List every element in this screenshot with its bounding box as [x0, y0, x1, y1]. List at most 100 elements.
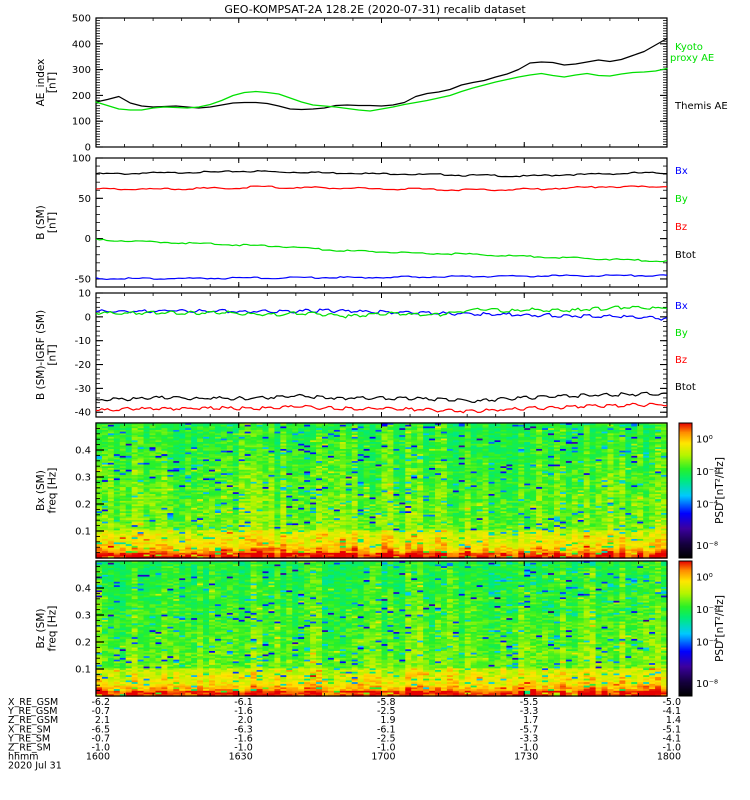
- bx-spectrogram-cell: [101, 448, 109, 452]
- bx-spectrogram-cell: [274, 487, 281, 490]
- bx-spectrogram-cell: [280, 471, 287, 474]
- bx-spectrogram-cell: [351, 464, 359, 467]
- bx-spectrogram-cell: [185, 526, 192, 530]
- bx-spectrogram-cell: [250, 551, 258, 554]
- bx-spectrogram-cell: [191, 483, 198, 486]
- bx-spectrogram-cell: [191, 516, 198, 519]
- bx-spectrogram-cell: [333, 483, 341, 486]
- bx-spectrogram-cell: [339, 423, 347, 426]
- bx-spectrogram-cell: [143, 428, 151, 431]
- bx-spectrogram-cell: [316, 464, 323, 467]
- bx-spectrogram-cell: [131, 429, 139, 433]
- bx-spectrogram-cell: [286, 532, 293, 535]
- bx-spectrogram-cell: [274, 530, 281, 533]
- bx-spectrogram-cell: [310, 532, 317, 535]
- bx-spectrogram-cell: [357, 513, 365, 516]
- bx-spectrogram-cell: [333, 424, 341, 428]
- bx-spectrogram-cell: [101, 547, 109, 550]
- bx-spectrogram-cell: [256, 478, 264, 481]
- bx-spectrogram-cell: [310, 429, 317, 433]
- bx-spectrogram-cell: [226, 488, 234, 492]
- bx-spectrogram-cell: [107, 466, 115, 469]
- bx-spectrogram-cell: [113, 514, 121, 518]
- bx-spectrogram-cell: [339, 519, 347, 523]
- bx-spectrogram-cell: [298, 433, 305, 436]
- bx-spectrogram-cell: [161, 473, 168, 476]
- bx-spectrogram-cell: [357, 454, 365, 457]
- bx-spectrogram-cell: [220, 457, 228, 460]
- bx-spectrogram-cell: [232, 495, 240, 499]
- bx-spectrogram-cell: [327, 424, 335, 428]
- bx-spectrogram-cell: [125, 438, 133, 441]
- bx-spectrogram-cell: [101, 440, 109, 443]
- bx-spectrogram-cell: [316, 507, 323, 511]
- bx-spectrogram-cell: [322, 502, 329, 505]
- b-sm-minus-igrf-series-btot: [95, 391, 668, 403]
- bx-spectrogram-cell: [286, 528, 293, 531]
- bx-spectrogram-cell: [351, 497, 359, 500]
- bx-spectrogram-cell: [238, 481, 246, 485]
- bx-spectrogram-cell: [131, 433, 139, 436]
- bx-spectrogram-cell: [161, 511, 168, 514]
- bx-spectrogram-cell: [137, 426, 145, 429]
- bx-spectrogram-cell: [137, 459, 145, 462]
- bx-spectrogram-cell: [113, 549, 121, 552]
- bx-spectrogram-cell: [304, 483, 311, 486]
- bx-spectrogram-cell: [351, 542, 359, 545]
- bx-spectrogram-cell: [327, 455, 335, 459]
- bx-spectrogram-cell: [131, 459, 139, 462]
- bx-spectrogram-cell: [185, 457, 192, 460]
- bx-spectrogram-cell: [262, 476, 270, 479]
- bx-spectrogram-cell: [238, 436, 246, 440]
- bx-spectrogram-cell: [209, 521, 216, 524]
- bx-spectrogram-cell: [274, 538, 281, 542]
- bx-spectrogram-cell: [274, 454, 281, 457]
- bx-spectrogram-cell: [113, 433, 121, 436]
- bx-spectrogram-cell: [268, 424, 276, 428]
- bx-spectrogram-cell: [304, 554, 311, 557]
- bx-spectrogram-cell: [339, 468, 347, 471]
- bx-spectrogram-cell: [191, 468, 198, 471]
- bx-spectrogram-cell: [191, 423, 198, 426]
- bx-spectrogram-cell: [310, 514, 317, 518]
- bx-spectrogram-cell: [274, 435, 281, 438]
- bx-spectrogram-cell: [351, 454, 359, 457]
- bx-spectrogram-cell: [226, 518, 234, 521]
- bx-spectrogram-cell: [119, 428, 127, 431]
- bx-spectrogram-cell: [203, 530, 210, 533]
- bx-spectrogram-cell: [161, 457, 168, 460]
- bx-spectrogram-cell: [280, 533, 287, 537]
- bx-spectrogram-cell: [286, 487, 293, 490]
- bx-spectrogram-cell: [244, 525, 252, 528]
- bx-spectrogram-cell: [363, 442, 371, 445]
- bx-spectrogram-cell: [167, 542, 174, 545]
- bx-spectrogram-cell: [119, 433, 127, 436]
- bx-spectrogram-cell: [107, 511, 115, 514]
- bx-spectrogram-cell: [179, 480, 186, 483]
- bx-spectrogram-cell: [96, 457, 103, 460]
- bx-spectrogram-cell: [262, 464, 270, 467]
- bx-spectrogram-cell: [292, 455, 299, 459]
- bx-spectrogram-cell: [161, 452, 168, 455]
- bx-spectrogram-cell: [351, 549, 359, 552]
- bx-spectrogram-cell: [286, 473, 293, 476]
- bx-spectrogram-cell: [339, 431, 347, 434]
- bx-spectrogram-cell: [345, 423, 353, 426]
- bx-spectrogram-cell: [274, 448, 281, 452]
- bx-spectrogram-cell: [125, 466, 133, 469]
- bx-spectrogram-cell: [101, 542, 109, 545]
- bx-spectrogram-cell: [232, 497, 240, 500]
- bx-spectrogram-cell: [131, 443, 139, 447]
- bx-spectrogram-cell: [214, 509, 222, 512]
- bx-spectrogram-cell: [292, 468, 299, 471]
- bx-spectrogram-cell: [197, 549, 204, 552]
- bx-spectrogram-cell: [339, 448, 347, 452]
- bx-spectrogram-cell: [250, 442, 258, 445]
- bx-spectrogram-cell: [113, 480, 121, 483]
- bx-spectrogram-cell: [167, 471, 174, 474]
- bx-spectrogram-cell: [113, 455, 121, 459]
- bx-spectrogram-cell: [143, 485, 151, 488]
- bx-spectrogram-cell: [238, 502, 246, 505]
- bx-spectrogram-cell: [191, 452, 198, 455]
- bx-spectrogram-cell: [292, 481, 299, 485]
